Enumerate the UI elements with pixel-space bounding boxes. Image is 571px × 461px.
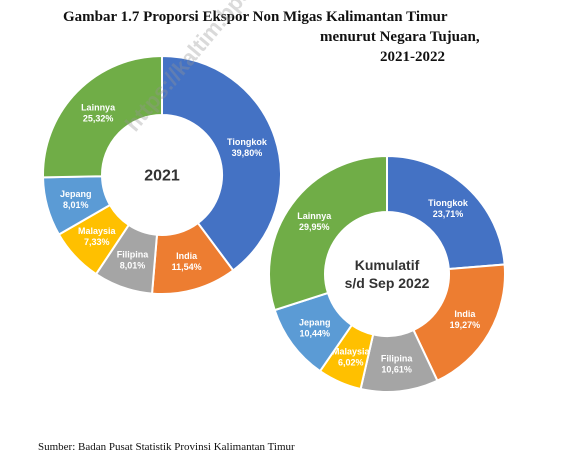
slice-label-tiongkok: Tiongkok — [428, 198, 469, 208]
donut-chart-1: Tiongkok39,80%India11,54%Filipina8,01%Ma… — [42, 54, 282, 295]
slice-value-india: 19,27% — [450, 320, 481, 330]
slice-label-jepang: Jepang — [60, 189, 92, 199]
center-label: Kumulatif — [355, 257, 420, 273]
slice-value-filipina: 10,61% — [381, 364, 412, 374]
source-note: Sumber: Badan Pusat Statistik Provinsi K… — [38, 441, 295, 453]
slice-label-lainnya: Lainnya — [81, 102, 116, 112]
slice-label-filipina: Filipina — [117, 250, 149, 260]
chart-title-line-1: Gambar 1.7 Proporsi Ekspor Non Migas Kal… — [63, 9, 448, 25]
slice-value-tiongkok: 23,71% — [433, 209, 464, 219]
slice-value-filipina: 8,01% — [120, 261, 146, 271]
slice-value-india: 11,54% — [172, 262, 202, 272]
slice-value-lainnya: 25,32% — [83, 113, 114, 123]
slice-tiongkok — [386, 154, 506, 271]
slice-value-jepang: 10,44% — [299, 329, 330, 339]
slice-tiongkok — [161, 54, 282, 272]
slice-lainnya — [268, 154, 388, 312]
slice-label-india: India — [176, 251, 198, 261]
slice-value-malaysia: 7,33% — [84, 237, 110, 247]
slice-value-malaysia: 6,02% — [338, 357, 364, 367]
slice-lainnya — [42, 54, 163, 179]
slice-label-tiongkok: Tiongkok — [227, 137, 268, 147]
slice-value-lainnya: 29,95% — [299, 222, 330, 232]
slice-label-malaysia: Malaysia — [332, 346, 371, 356]
chart-title-line-3: 2021-2022 — [380, 49, 445, 65]
slice-value-tiongkok: 39,80% — [232, 148, 263, 158]
slice-label-malaysia: Malaysia — [78, 226, 117, 236]
slice-label-filipina: Filipina — [381, 353, 413, 363]
center-label: s/d Sep 2022 — [345, 275, 430, 291]
center-label: 2021 — [144, 168, 180, 185]
slice-value-jepang: 8,01% — [63, 200, 89, 210]
chart-title-line-2: menurut Negara Tujuan, — [320, 29, 480, 45]
slice-label-india: India — [454, 309, 476, 319]
slice-label-jepang: Jepang — [299, 318, 331, 328]
slice-label-lainnya: Lainnya — [297, 211, 332, 221]
